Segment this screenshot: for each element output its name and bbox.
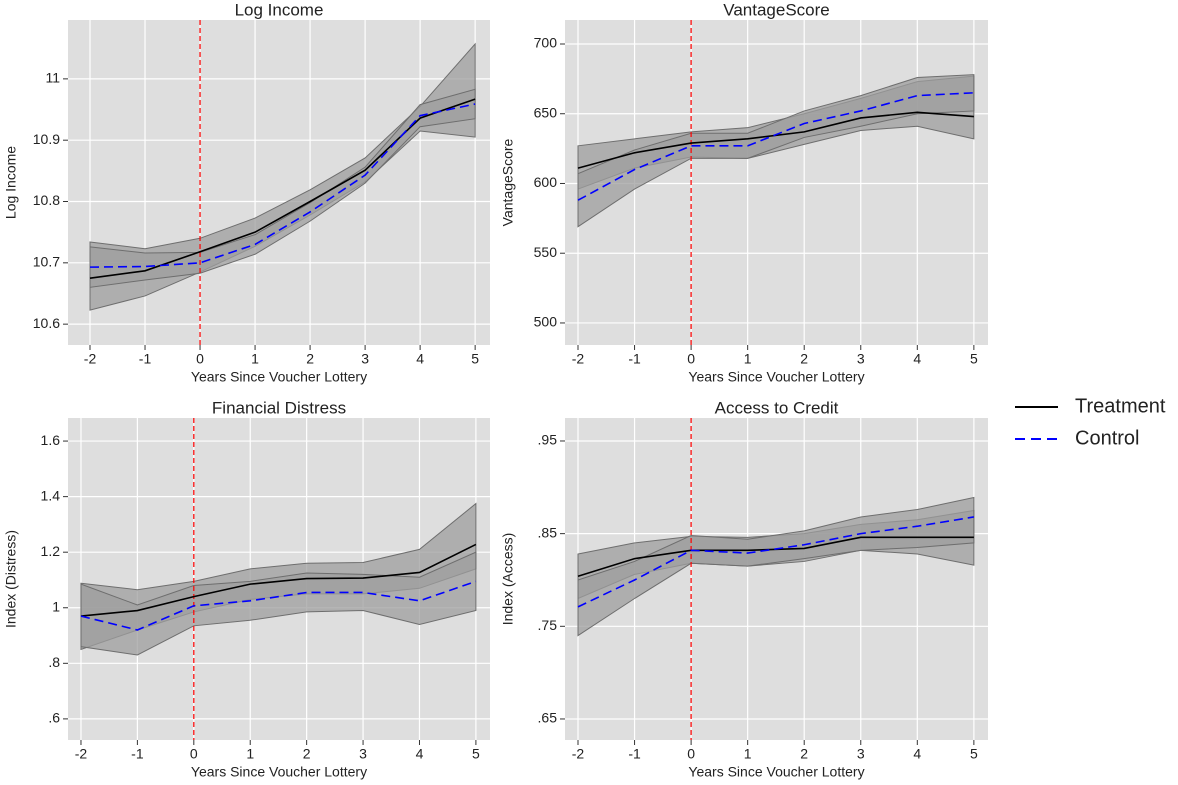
legend-label: Control bbox=[1075, 427, 1139, 449]
x-tick-label: 4 bbox=[913, 746, 921, 762]
chart-title: Financial Distress bbox=[212, 398, 346, 417]
chart-title: VantageScore bbox=[723, 0, 829, 19]
x-tick-label: 2 bbox=[800, 351, 808, 367]
x-tick-label: 4 bbox=[416, 746, 424, 762]
series-line bbox=[89, 98, 476, 279]
y-tick-label: 10.6 bbox=[33, 315, 60, 331]
chart-title: Access to Credit bbox=[715, 398, 839, 417]
y-tick-label: 10.9 bbox=[33, 131, 60, 147]
x-tick-label: 5 bbox=[472, 746, 480, 762]
y-tick-label: .95 bbox=[538, 432, 558, 448]
x-tick-label: 5 bbox=[471, 351, 479, 367]
series-line bbox=[80, 580, 477, 631]
x-tick-label: 4 bbox=[913, 351, 921, 367]
x-tick-label: -1 bbox=[139, 351, 152, 367]
y-tick-label: 10.8 bbox=[33, 192, 60, 208]
y-tick-label: 11 bbox=[45, 70, 60, 86]
y-tick-label: 1.2 bbox=[41, 543, 61, 559]
x-tick-label: 2 bbox=[303, 746, 311, 762]
x-axis-label: Years Since Voucher Lottery bbox=[191, 764, 367, 780]
y-tick-label: .75 bbox=[538, 617, 558, 633]
series-line bbox=[80, 543, 477, 617]
x-tick-label: 3 bbox=[359, 746, 367, 762]
x-tick-label: -1 bbox=[628, 351, 641, 367]
y-tick-label: 600 bbox=[534, 174, 558, 190]
y-tick-label: 1.4 bbox=[41, 487, 61, 503]
x-tick-label: 2 bbox=[800, 746, 808, 762]
x-tick-label: 0 bbox=[687, 746, 695, 762]
confidence-band bbox=[89, 88, 476, 288]
y-tick-label: 500 bbox=[534, 314, 558, 330]
x-axis-label: Years Since Voucher Lottery bbox=[191, 369, 367, 385]
x-tick-label: 5 bbox=[970, 351, 978, 367]
x-tick-label: 1 bbox=[251, 351, 259, 367]
x-tick-label: 0 bbox=[687, 351, 695, 367]
x-tick-label: -1 bbox=[628, 746, 641, 762]
x-tick-label: -2 bbox=[84, 351, 97, 367]
y-tick-label: .6 bbox=[48, 710, 60, 726]
confidence-band bbox=[80, 551, 477, 656]
chart-title: Log Income bbox=[235, 0, 324, 19]
y-tick-label: 700 bbox=[534, 35, 558, 51]
x-tick-label: 3 bbox=[857, 351, 865, 367]
x-tick-label: 3 bbox=[857, 746, 865, 762]
x-tick-label: 4 bbox=[416, 351, 424, 367]
y-axis-label: Index (Access) bbox=[500, 533, 516, 626]
series-line bbox=[577, 516, 974, 608]
y-tick-label: 650 bbox=[534, 104, 558, 120]
x-tick-label: 0 bbox=[190, 746, 198, 762]
y-axis-label: VantageScore bbox=[500, 138, 516, 226]
y-tick-label: 1 bbox=[52, 598, 60, 614]
y-tick-label: 10.7 bbox=[33, 254, 60, 270]
legend-label: Treatment bbox=[1075, 395, 1166, 417]
y-axis-label: Log Income bbox=[3, 146, 19, 219]
x-tick-label: 3 bbox=[361, 351, 369, 367]
y-tick-label: .8 bbox=[48, 654, 60, 670]
x-tick-label: 1 bbox=[744, 351, 752, 367]
x-tick-label: 0 bbox=[196, 351, 204, 367]
x-tick-label: -2 bbox=[572, 746, 585, 762]
x-tick-label: 2 bbox=[306, 351, 314, 367]
y-tick-label: .85 bbox=[538, 524, 558, 540]
series-line bbox=[89, 103, 476, 268]
x-tick-label: -2 bbox=[572, 351, 585, 367]
y-tick-label: 1.6 bbox=[41, 432, 61, 448]
y-tick-label: 550 bbox=[534, 244, 558, 260]
confidence-band bbox=[89, 42, 476, 311]
x-tick-label: -2 bbox=[75, 746, 88, 762]
x-tick-label: 1 bbox=[246, 746, 254, 762]
x-tick-label: 1 bbox=[744, 746, 752, 762]
y-tick-label: .65 bbox=[538, 710, 558, 726]
y-axis-label: Index (Distress) bbox=[3, 530, 19, 628]
x-axis-label: Years Since Voucher Lottery bbox=[688, 369, 864, 385]
confidence-band bbox=[577, 74, 975, 228]
series-line bbox=[577, 92, 974, 201]
x-tick-label: 5 bbox=[970, 746, 978, 762]
x-axis-label: Years Since Voucher Lottery bbox=[688, 764, 864, 780]
x-tick-label: -1 bbox=[131, 746, 144, 762]
